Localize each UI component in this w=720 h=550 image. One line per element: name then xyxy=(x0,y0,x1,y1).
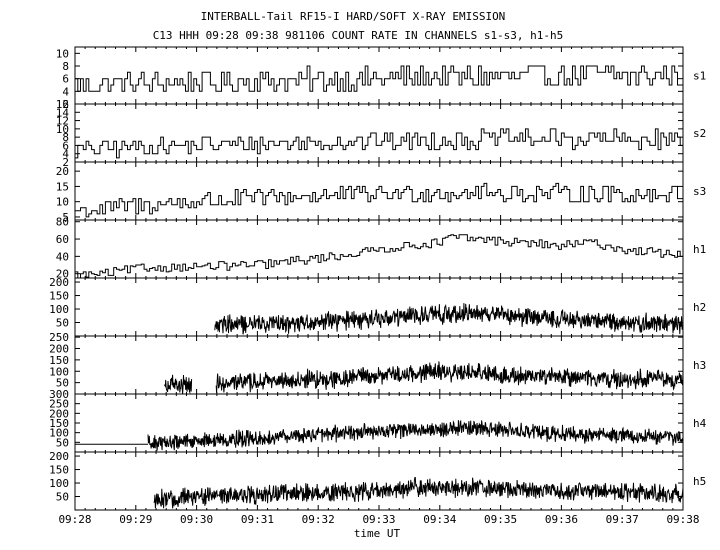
panel-s3: 20 15 10 5 s3 xyxy=(56,161,706,224)
y-tick-label-s3: 10 xyxy=(56,196,69,209)
x-tick-label: 09:36 xyxy=(545,513,578,526)
series-line-h2 xyxy=(214,303,684,335)
y-tick-label-h3: 50 xyxy=(56,377,69,390)
channel-label-h2: h2 xyxy=(693,301,706,314)
channel-label-s3: s3 xyxy=(693,185,706,198)
series-line-s1 xyxy=(75,65,683,92)
y-tick-label-s3: 5 xyxy=(62,211,69,224)
series-line-s2 xyxy=(75,128,683,159)
y-tick-label-h5: 150 xyxy=(49,464,69,477)
y-tick-label-s2: 12 xyxy=(56,115,69,128)
x-tick-label: 09:37 xyxy=(606,513,639,526)
x-axis-label: time UT xyxy=(354,527,401,540)
chart-title: INTERBALL-Tail RF15-I HARD/SOFT X-RAY EM… xyxy=(201,10,506,23)
x-tick-label: 09:34 xyxy=(423,513,456,526)
y-tick-label-s3: 20 xyxy=(56,165,69,178)
x-tick-label: 09:38 xyxy=(666,513,699,526)
y-tick-label-h1: 60 xyxy=(56,233,69,246)
panel-frame-h2 xyxy=(74,277,684,337)
x-tick-label: 09:32 xyxy=(302,513,335,526)
y-tick-label-h1: 80 xyxy=(56,216,69,229)
channel-label-s1: s1 xyxy=(693,70,706,83)
x-tick-label: 09:31 xyxy=(241,513,274,526)
panel-frame-s1 xyxy=(74,46,684,105)
y-tick-label-h5: 100 xyxy=(49,477,69,490)
y-tick-label-s1: 4 xyxy=(62,85,69,98)
y-tick-label-h1: 40 xyxy=(56,250,69,263)
x-tick-label: 09:33 xyxy=(362,513,395,526)
series-line-h4 xyxy=(75,419,684,451)
y-tick-label-s2: 14 xyxy=(56,106,70,119)
y-tick-label-h3: 150 xyxy=(49,354,69,367)
y-tick-label-s2: 10 xyxy=(56,123,69,136)
y-tick-label-h2: 50 xyxy=(56,317,69,330)
y-tick-label-h4: 150 xyxy=(49,417,69,430)
y-tick-label-h4: 50 xyxy=(56,436,69,449)
y-tick-label-s1: 2 xyxy=(62,98,69,111)
y-tick-label-h2: 200 xyxy=(49,276,69,289)
y-tick-label-h4: 100 xyxy=(49,427,69,440)
panel-frame-s3 xyxy=(74,161,684,221)
y-tick-label-h1: 20 xyxy=(56,268,69,281)
x-tick-label: 09:35 xyxy=(484,513,517,526)
y-tick-label-h4: 300 xyxy=(49,388,69,401)
channel-label-h5: h5 xyxy=(693,475,706,488)
y-tick-label-s1: 10 xyxy=(56,47,69,60)
series-line-s3 xyxy=(75,182,683,218)
channel-label-s2: s2 xyxy=(693,127,706,140)
x-tick-label: 09:28 xyxy=(58,513,91,526)
x-tick-label: 09:29 xyxy=(119,513,152,526)
channel-label-h3: h3 xyxy=(693,359,706,372)
y-tick-label-s2: 16 xyxy=(56,98,69,111)
y-tick-label-h3: 100 xyxy=(49,365,69,378)
channel-label-h1: h1 xyxy=(693,243,706,256)
x-tick-label: 09:30 xyxy=(180,513,213,526)
y-tick-label-h4: 250 xyxy=(49,398,69,411)
series-line-h5 xyxy=(153,477,684,509)
series-line-h1 xyxy=(75,234,683,279)
y-tick-label-h2: 100 xyxy=(49,303,69,316)
series-line-h3 xyxy=(163,361,684,395)
y-tick-label-s1: 8 xyxy=(62,60,69,73)
chart-subtitle: C13 HHH 09:28 09:38 981106 COUNT RATE IN… xyxy=(153,29,564,42)
y-tick-label-h3: 250 xyxy=(49,331,69,344)
y-tick-label-s1: 6 xyxy=(62,73,69,86)
y-tick-label-h4: 200 xyxy=(49,407,69,420)
y-tick-label-s2: 8 xyxy=(62,131,69,144)
y-tick-label-s3: 15 xyxy=(56,180,69,193)
y-tick-label-h3: 200 xyxy=(49,343,69,356)
panel-h1: 80 60 40 20 h1 xyxy=(56,216,707,281)
y-tick-label-s2: 6 xyxy=(62,139,69,152)
channel-label-h4: h4 xyxy=(693,417,707,430)
y-tick-label-s2: 4 xyxy=(62,148,69,161)
y-tick-label-s2: 2 xyxy=(62,156,69,169)
y-tick-label-h2: 150 xyxy=(49,290,69,303)
y-tick-label-h5: 200 xyxy=(49,450,69,463)
y-tick-label-h5: 50 xyxy=(56,491,69,504)
